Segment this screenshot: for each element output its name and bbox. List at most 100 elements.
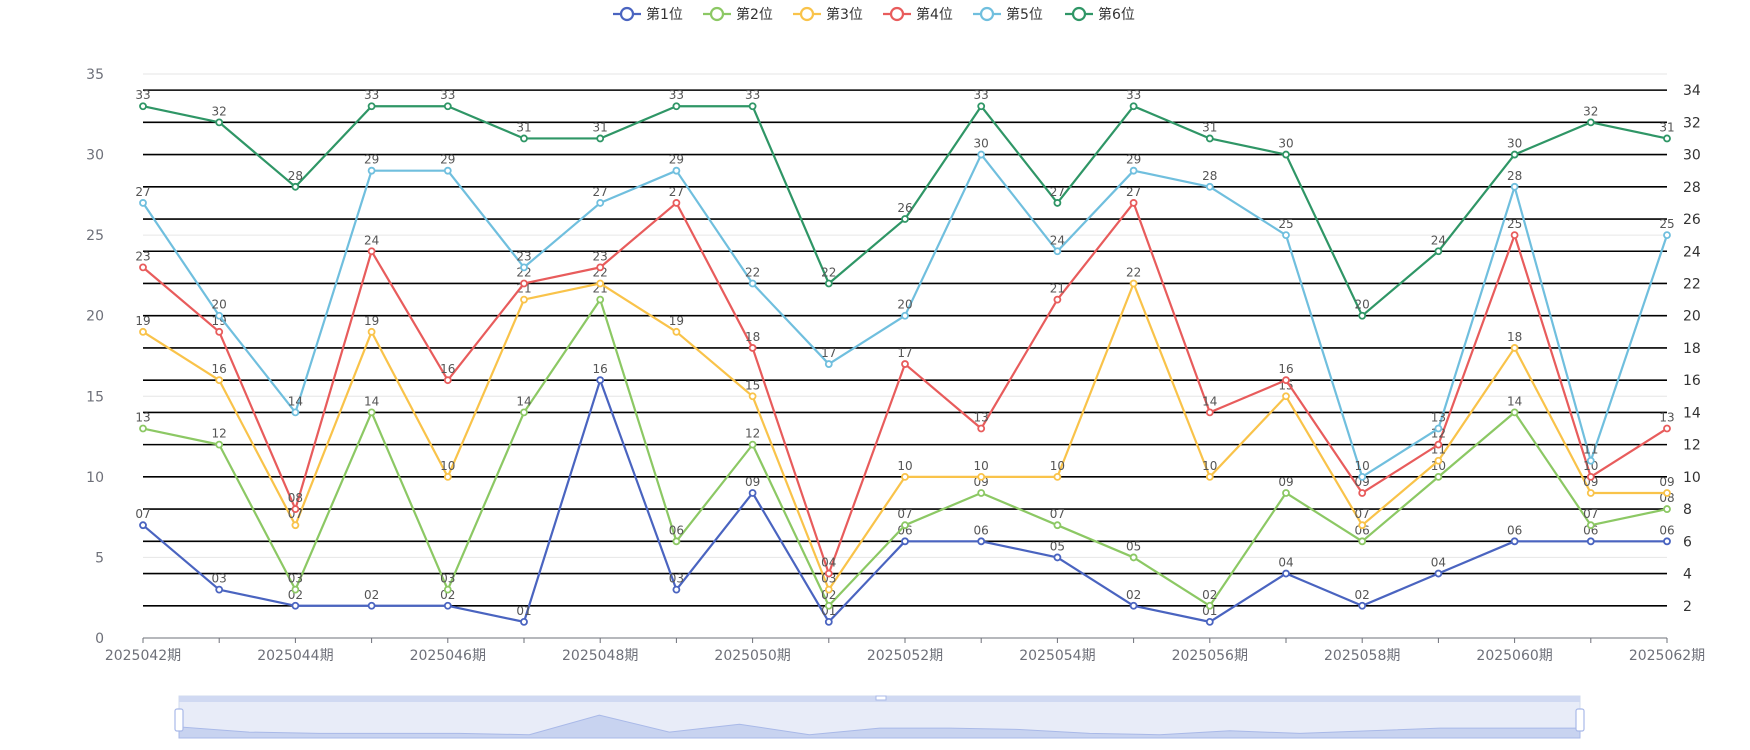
data-point[interactable] (139, 102, 147, 111)
data-zoom-slider[interactable] (174, 695, 1585, 739)
data-point[interactable] (1663, 505, 1671, 513)
data-point[interactable] (1053, 553, 1062, 562)
data-point[interactable] (1663, 537, 1671, 546)
data-point[interactable] (1510, 537, 1519, 546)
zoom-handle-right[interactable] (1575, 708, 1585, 732)
data-point[interactable] (1586, 472, 1595, 481)
data-point[interactable] (1282, 489, 1290, 497)
data-point[interactable] (520, 408, 528, 417)
data-point[interactable] (1282, 392, 1290, 401)
data-point[interactable] (1510, 344, 1519, 352)
data-point[interactable] (1663, 134, 1671, 143)
data-point[interactable] (1282, 150, 1290, 159)
data-point[interactable] (1434, 472, 1443, 481)
data-point[interactable] (1586, 537, 1595, 546)
data-point[interactable] (824, 279, 833, 288)
data-point[interactable] (901, 215, 909, 223)
data-point[interactable] (901, 521, 909, 530)
data-point[interactable] (1510, 408, 1519, 417)
data-point[interactable] (291, 585, 300, 594)
legend[interactable]: 第1位 第2位 第3位 第4位 第5位 第6位 (613, 6, 1135, 23)
data-point[interactable] (367, 601, 376, 610)
data-point[interactable] (1205, 601, 1214, 610)
data-point[interactable] (1129, 553, 1138, 562)
data-point[interactable] (1358, 601, 1367, 610)
legend-item[interactable]: 第2位 (703, 6, 773, 23)
data-point[interactable] (824, 569, 833, 578)
data-point[interactable] (1129, 102, 1138, 111)
data-point[interactable] (443, 585, 452, 594)
zoom-handle-left[interactable] (174, 708, 184, 732)
data-point[interactable] (672, 199, 681, 207)
data-point[interactable] (596, 134, 605, 143)
data-point[interactable] (824, 601, 833, 610)
data-point[interactable] (1129, 166, 1138, 175)
data-point[interactable] (367, 247, 376, 256)
data-point[interactable] (1358, 472, 1367, 481)
data-point[interactable] (1510, 231, 1519, 240)
data-point[interactable] (901, 472, 909, 481)
data-point[interactable] (824, 617, 833, 626)
data-point[interactable] (520, 263, 528, 272)
legend-item[interactable]: 第6位 (1065, 6, 1135, 23)
data-point[interactable] (1358, 489, 1367, 497)
data-point[interactable] (1282, 376, 1290, 385)
data-point[interactable] (520, 617, 528, 626)
data-point[interactable] (1434, 569, 1443, 578)
data-point[interactable] (1205, 134, 1214, 143)
data-point[interactable] (977, 150, 986, 159)
data-point[interactable] (824, 360, 833, 368)
data-point[interactable] (977, 537, 986, 546)
data-point[interactable] (1358, 311, 1367, 320)
data-point[interactable] (977, 102, 986, 111)
data-point[interactable] (901, 360, 909, 368)
data-point[interactable] (1586, 456, 1595, 465)
data-point[interactable] (443, 102, 452, 111)
data-point[interactable] (443, 472, 452, 481)
data-point[interactable] (1053, 199, 1062, 207)
data-point[interactable] (1282, 569, 1290, 578)
data-point[interactable] (139, 521, 147, 530)
data-point[interactable] (443, 166, 452, 175)
data-point[interactable] (1129, 601, 1138, 610)
data-point[interactable] (748, 279, 757, 288)
data-point[interactable] (139, 263, 147, 272)
data-point[interactable] (139, 424, 147, 433)
data-point[interactable] (520, 279, 528, 288)
data-point[interactable] (215, 376, 224, 385)
data-point[interactable] (596, 279, 605, 288)
data-point[interactable] (215, 585, 224, 594)
data-point[interactable] (596, 376, 605, 385)
data-point[interactable] (291, 505, 300, 513)
data-point[interactable] (596, 295, 605, 304)
data-point[interactable] (1663, 231, 1671, 240)
data-point[interactable] (1510, 182, 1519, 191)
data-point[interactable] (139, 199, 147, 207)
data-point[interactable] (291, 601, 300, 610)
data-point[interactable] (1586, 521, 1595, 530)
data-point[interactable] (1053, 521, 1062, 530)
data-point[interactable] (977, 424, 986, 433)
data-point[interactable] (215, 440, 224, 449)
data-point[interactable] (291, 408, 300, 417)
data-point[interactable] (1205, 472, 1214, 481)
zoom-drag-icon[interactable] (875, 695, 887, 701)
legend-item[interactable]: 第5位 (973, 6, 1043, 23)
data-point[interactable] (443, 601, 452, 610)
data-point[interactable] (1586, 489, 1595, 497)
data-point[interactable] (1663, 424, 1671, 433)
legend-item[interactable]: 第4位 (883, 6, 953, 23)
data-point[interactable] (215, 327, 224, 336)
legend-item[interactable]: 第1位 (613, 6, 683, 23)
legend-item[interactable]: 第3位 (793, 6, 863, 23)
data-point[interactable] (215, 118, 224, 127)
data-point[interactable] (901, 537, 909, 546)
data-point[interactable] (1586, 118, 1595, 127)
data-point[interactable] (215, 311, 224, 320)
data-point[interactable] (1358, 537, 1367, 546)
data-point[interactable] (748, 102, 757, 111)
data-point[interactable] (1434, 456, 1443, 465)
data-point[interactable] (1358, 521, 1367, 530)
data-point[interactable] (1053, 247, 1062, 256)
data-point[interactable] (901, 311, 909, 320)
